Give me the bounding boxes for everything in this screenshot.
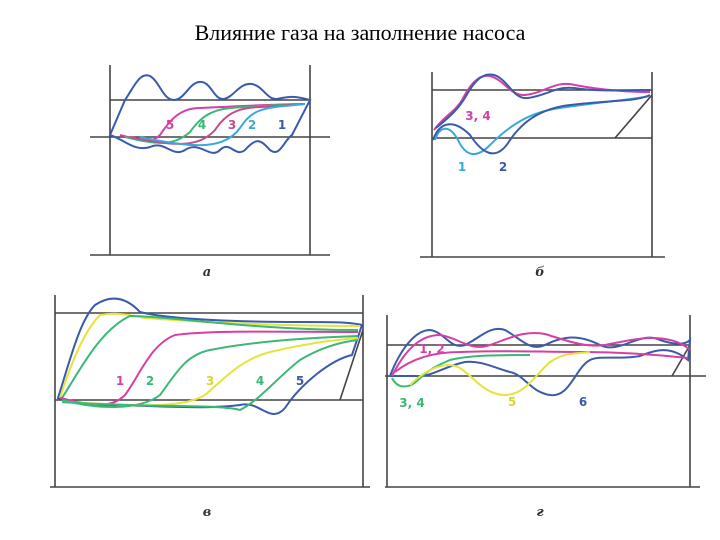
curve-label: 1 (458, 160, 466, 174)
curve-label: 1 (278, 118, 286, 132)
curve-label: 3, 4 (399, 396, 424, 410)
curve (409, 351, 591, 397)
curve-label: 4 (198, 118, 206, 132)
curve-label: 5 (296, 374, 304, 388)
curve-label: 6 (579, 395, 587, 409)
frame (50, 295, 370, 488)
panel-label: г (536, 505, 544, 520)
curve (61, 335, 359, 408)
panel-b: б 3, 4 1 2 (420, 72, 665, 280)
curve-label: 4 (256, 374, 264, 388)
panel-v: в 1 2 3 4 5 (50, 295, 370, 520)
curve-label: 3 (206, 374, 214, 388)
curve (108, 74, 312, 154)
curve (61, 314, 359, 399)
curve-label: 1 (116, 374, 124, 388)
panel-label: а (203, 265, 211, 280)
curve (391, 332, 691, 377)
curve (61, 339, 359, 412)
curve (432, 94, 651, 155)
title: Влияние газа на заполнение насоса (195, 20, 526, 45)
curve (56, 297, 364, 415)
curve-label: 2 (499, 160, 507, 174)
curve-label: 5 (166, 118, 174, 132)
curve-label: 3, 4 (465, 109, 490, 123)
curve-label: 1, 2 (419, 342, 444, 356)
panel-g: г 1, 2 3, 4 5 6 (385, 315, 706, 520)
frame (385, 315, 706, 488)
panel-label: в (203, 505, 212, 520)
panel-label: б (535, 265, 545, 280)
curve (394, 350, 689, 373)
curve-label: 2 (146, 374, 154, 388)
panel-a: а 5 4 3 2 1 (90, 65, 330, 280)
curve-label: 3 (228, 118, 236, 132)
curve (61, 337, 359, 407)
curve (434, 95, 651, 155)
curve-label: 5 (508, 395, 516, 409)
curve-label: 2 (248, 118, 256, 132)
curve (139, 103, 306, 147)
curve (435, 73, 651, 129)
frame (90, 65, 330, 256)
curve (433, 74, 651, 131)
